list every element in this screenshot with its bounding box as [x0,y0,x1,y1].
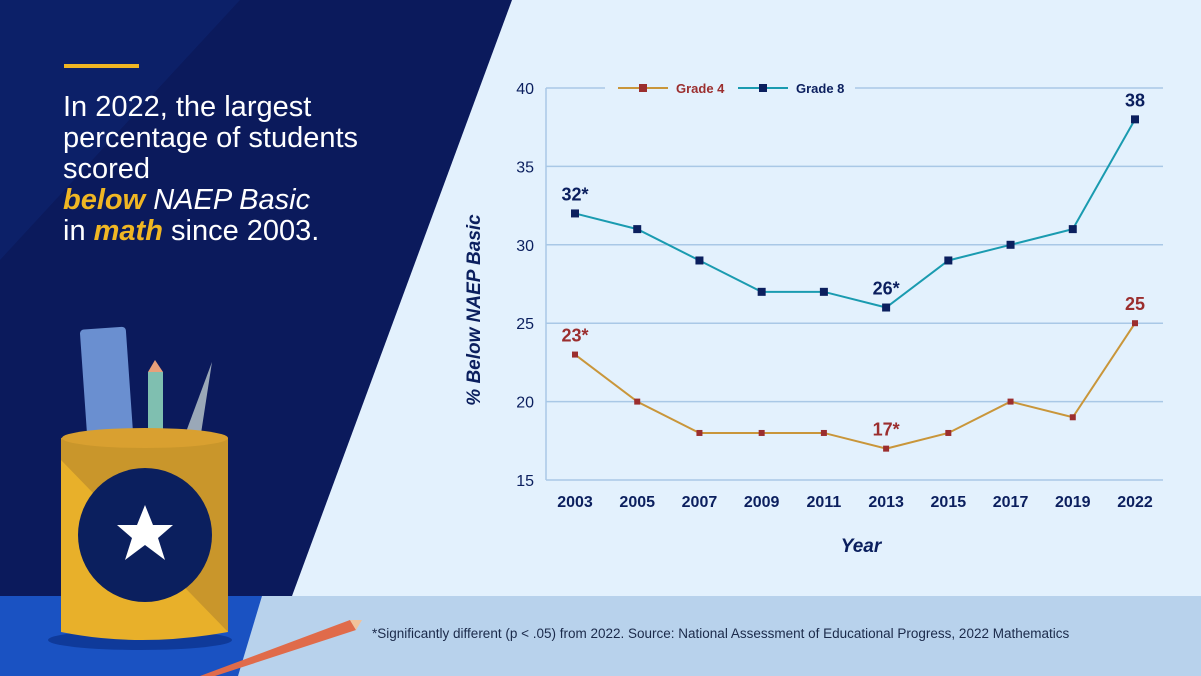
y-tick-label: 35 [516,159,534,176]
data-point [1132,320,1138,327]
data-point [758,429,765,436]
legend-marker [639,84,647,92]
y-tick-label: 20 [516,395,534,412]
headline-text: In 2022, the largest percentage of stude… [63,91,359,185]
data-label: 23* [561,326,588,346]
x-tick-label: 2003 [557,494,593,511]
legend-marker [759,84,767,92]
data-point [819,287,828,296]
data-point [572,351,578,358]
x-tick-label: 2005 [619,494,655,511]
legend-label: Grade 4 [676,81,725,96]
x-tick-label: 2017 [993,494,1029,511]
x-tick-label: 2022 [1117,494,1153,511]
data-point [1069,414,1076,421]
data-label: 32* [561,184,588,204]
y-tick-label: 30 [516,238,534,255]
accent-rule [64,64,139,68]
x-tick-label: 2013 [868,494,904,511]
pencil-cup-illustration [48,326,232,650]
legend-background [605,78,855,98]
data-point [696,429,703,436]
data-point [1131,115,1139,124]
data-point [882,303,891,312]
data-label: 17* [873,420,900,440]
headline-since: since 2003. [162,215,320,247]
x-tick-label: 2015 [931,494,967,511]
data-point [634,398,641,405]
legend-label: Grade 8 [796,81,844,96]
y-tick-label: 25 [516,316,534,333]
x-axis-label: Year [841,536,883,557]
footnote: *Significantly different (p < .05) from … [372,626,1070,641]
headline: In 2022, the largest percentage of stude… [63,92,363,247]
data-point [1068,225,1077,234]
x-tick-label: 2011 [807,494,842,511]
data-label: 26* [873,279,900,299]
y-tick-label: 40 [516,81,534,98]
data-point [571,209,579,218]
data-point [1006,240,1015,249]
y-tick-label: 15 [516,473,534,490]
data-point [944,256,953,265]
headline-naep-basic: NAEP Basic [145,184,311,216]
series-line [574,322,1136,450]
data-point [945,429,952,436]
data-point [633,225,642,234]
headline-math: math [93,215,163,247]
data-label: 38 [1125,90,1145,110]
data-point [1007,398,1014,405]
data-point [820,429,827,436]
x-tick-label: 2007 [682,494,718,511]
y-axis-label: % Below NAEP Basic [464,214,485,406]
data-label: 25 [1125,294,1145,314]
panel-shade [0,0,240,260]
x-tick-label: 2009 [744,494,780,511]
data-point [883,445,890,452]
headline-in: in [63,215,94,247]
pencil-illustration [200,620,362,676]
headline-below: below [63,184,146,216]
series-line [574,118,1136,309]
x-tick-label: 2019 [1055,494,1091,511]
data-point [695,256,704,265]
data-point [757,287,766,296]
